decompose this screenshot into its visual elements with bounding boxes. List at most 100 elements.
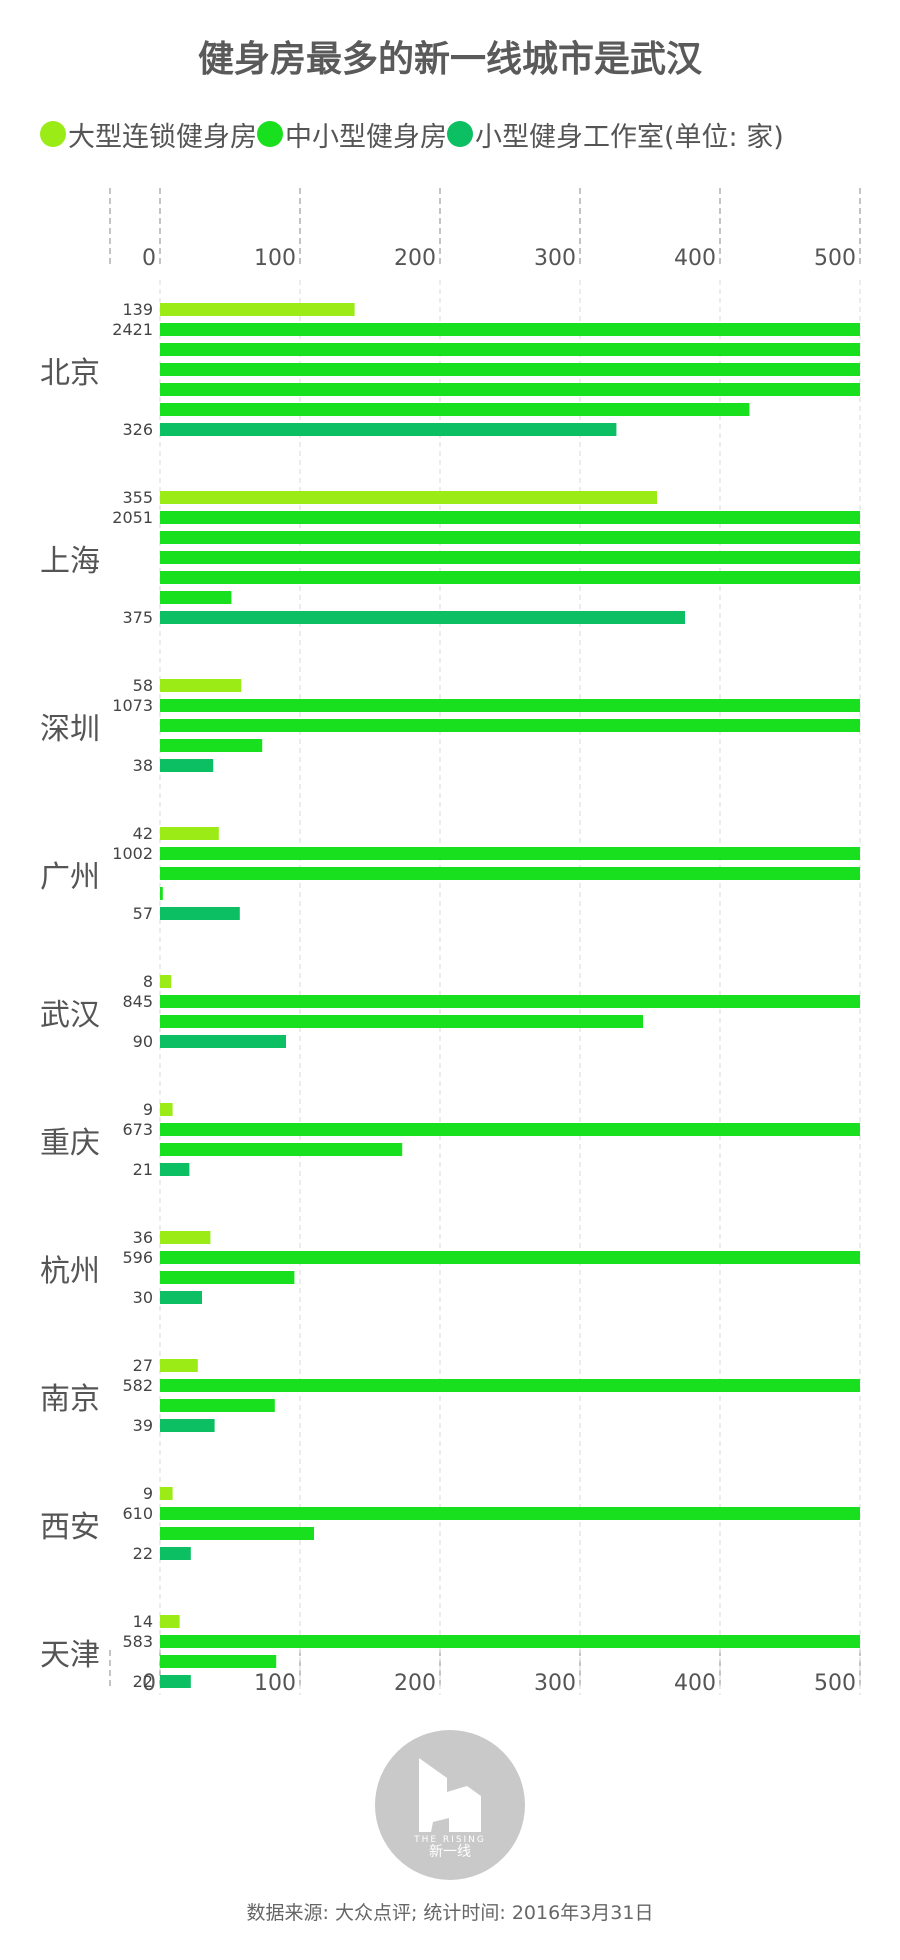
- x-tick-label-bottom: 300: [534, 1671, 576, 1696]
- legend-item-large-chain: 大型连锁健身房: [40, 115, 257, 154]
- data-label: 326: [122, 420, 153, 439]
- x-tick-label-bottom: 0: [142, 1671, 156, 1696]
- bar: [160, 1615, 180, 1628]
- bar: [160, 907, 240, 920]
- data-label: 22: [133, 1672, 153, 1691]
- category-label: 南京: [40, 1382, 100, 1417]
- bar: [160, 611, 685, 624]
- bar: [160, 1231, 211, 1244]
- data-label: 30: [133, 1288, 153, 1307]
- x-tick-label-top: 200: [394, 246, 436, 271]
- bar: [160, 1291, 202, 1304]
- bar: [160, 1399, 275, 1412]
- bar: [160, 531, 860, 544]
- category-label: 上海: [40, 544, 100, 579]
- bar: [160, 1379, 860, 1392]
- bar: [160, 303, 355, 316]
- data-label: 582: [122, 1376, 153, 1395]
- bar: [160, 1123, 860, 1136]
- category-label: 天津: [40, 1638, 100, 1673]
- bar: [160, 323, 860, 336]
- bar: [160, 1359, 198, 1372]
- bar: [160, 1163, 190, 1176]
- legend-dot-small-medium: [257, 121, 283, 147]
- data-label: 673: [122, 1120, 153, 1139]
- data-label: 38: [133, 756, 153, 775]
- x-tick-label-top: 300: [534, 246, 576, 271]
- bar: [160, 551, 860, 564]
- bar: [160, 1103, 173, 1116]
- bar: [160, 1015, 643, 1028]
- legend-item-small-medium: 中小型健身房: [257, 115, 447, 154]
- bar: [160, 867, 860, 880]
- data-label: 58: [133, 676, 153, 695]
- data-label: 596: [122, 1248, 153, 1267]
- bar: [160, 847, 860, 860]
- data-label: 375: [122, 608, 153, 627]
- category-label: 西安: [40, 1510, 100, 1545]
- category-label: 深圳: [40, 712, 100, 747]
- data-label: 21: [133, 1160, 153, 1179]
- bar: [160, 1507, 860, 1520]
- bar: [160, 1251, 860, 1264]
- bar: [160, 403, 750, 416]
- bar: [160, 383, 860, 396]
- bar: [160, 343, 860, 356]
- bar: [160, 1635, 860, 1648]
- bar: [160, 995, 860, 1008]
- bar: [160, 1143, 403, 1156]
- data-label: 27: [133, 1356, 153, 1375]
- legend-label-studio: 小型健身工作室(单位: 家): [475, 121, 784, 153]
- data-label: 14: [133, 1612, 153, 1631]
- x-tick-label-top: 100: [254, 246, 296, 271]
- x-tick-label-bottom: 200: [394, 1671, 436, 1696]
- data-label: 57: [133, 904, 153, 923]
- x-tick-label-bottom: 100: [254, 1671, 296, 1696]
- bar: [160, 591, 232, 604]
- category-label: 北京: [40, 356, 100, 391]
- bar: [160, 511, 860, 524]
- data-label: 139: [122, 300, 153, 319]
- category-label: 武汉: [40, 998, 100, 1033]
- legend: 大型连锁健身房 中小型健身房 小型健身工作室(单位: 家): [40, 112, 784, 156]
- data-source-note: 数据来源: 大众点评; 统计时间: 2016年3月31日: [246, 1902, 654, 1924]
- bar: [160, 679, 242, 692]
- legend-label-large-chain: 大型连锁健身房: [68, 121, 257, 153]
- logo-brand-text: THE RISING: [413, 1835, 486, 1845]
- data-label: 39: [133, 1416, 153, 1435]
- category-label: 杭州: [40, 1254, 100, 1289]
- legend-dot-large-chain: [40, 121, 66, 147]
- data-label: 42: [133, 824, 153, 843]
- xinyixian-logo: THE RISING 新一线: [375, 1730, 525, 1880]
- bar: [160, 699, 860, 712]
- data-label: 36: [133, 1228, 153, 1247]
- data-label: 1073: [112, 696, 153, 715]
- data-label: 90: [133, 1032, 153, 1051]
- data-label: 2051: [112, 508, 153, 527]
- bar: [160, 827, 219, 840]
- legend-item-studio: 小型健身工作室(单位: 家): [447, 115, 784, 154]
- data-label: 845: [122, 992, 153, 1011]
- bar: [160, 1419, 215, 1432]
- x-tick-label-bottom: 500: [814, 1671, 856, 1696]
- legend-label-small-medium: 中小型健身房: [285, 121, 447, 153]
- bar: [160, 1487, 173, 1500]
- data-label: 2421: [112, 320, 153, 339]
- data-label: 22: [133, 1544, 153, 1563]
- bar: [160, 1035, 286, 1048]
- category-label: 重庆: [40, 1126, 100, 1161]
- legend-dot-studio: [447, 121, 473, 147]
- data-label: 610: [122, 1504, 153, 1523]
- x-tick-label-top: 400: [674, 246, 716, 271]
- bar: [160, 887, 163, 900]
- bar: [160, 363, 860, 376]
- data-label: 8: [143, 972, 153, 991]
- chart-title: 健身房最多的新一线城市是武汉: [197, 39, 702, 80]
- category-label: 广州: [40, 860, 100, 895]
- bar: [160, 975, 172, 988]
- bar: [160, 571, 860, 584]
- data-label: 355: [122, 488, 153, 507]
- bar: [160, 1655, 277, 1668]
- logo-name-text: 新一线: [429, 1844, 471, 1860]
